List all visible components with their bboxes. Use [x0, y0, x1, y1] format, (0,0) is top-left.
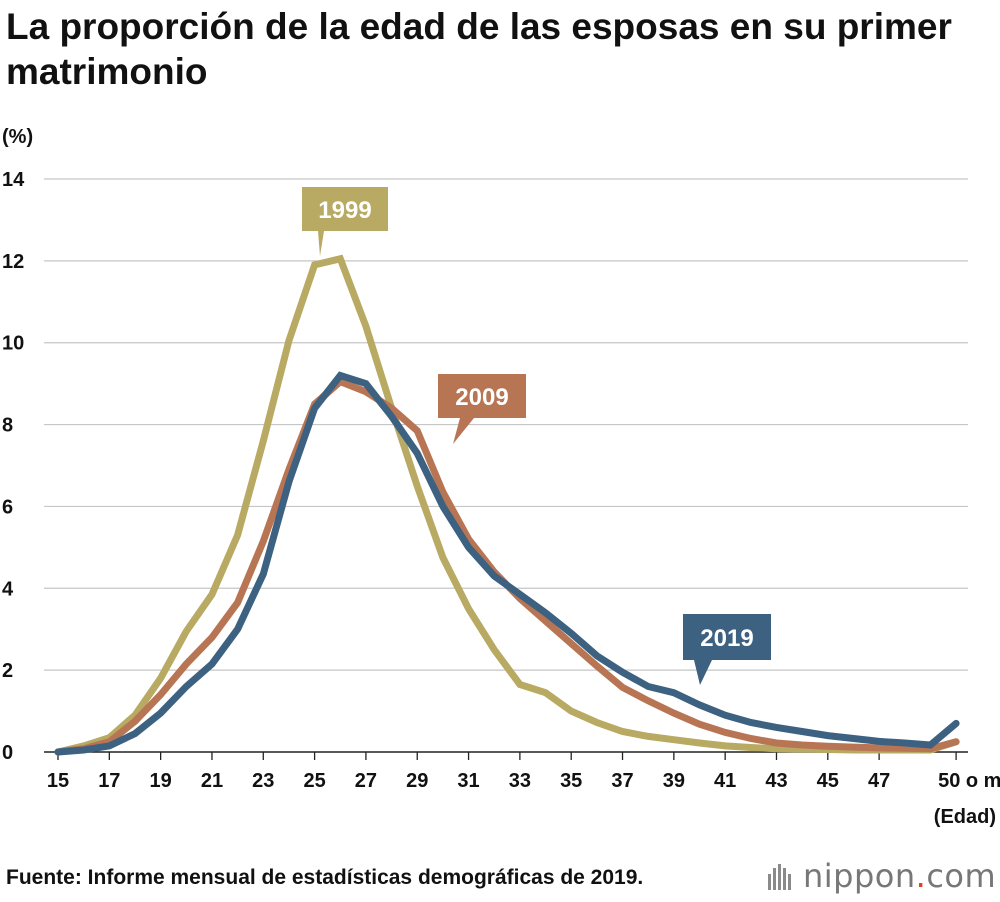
- x-tick-label: 41: [714, 770, 736, 792]
- callout-box: [683, 614, 771, 660]
- x-tick-label: 43: [765, 770, 787, 792]
- y-axis-ticks: 0 2 4 6 8 10 12 14: [2, 169, 25, 764]
- x-tick-label: 19: [150, 770, 172, 792]
- y-axis-label: (%): [2, 126, 33, 148]
- series-lines: [54, 254, 960, 756]
- nippon-logo: nippon.com: [768, 857, 996, 898]
- grid-lines: [44, 178, 968, 753]
- callout-box: [438, 374, 526, 418]
- x-tick-label: 35: [560, 770, 582, 792]
- callout-box: [302, 187, 388, 231]
- x-axis-ticks: 15 17 19 21 23 25 27 29 31 33 35 37 39 41 43 45 47 50 o m…: [47, 752, 1000, 792]
- series-callouts: 1999 2009 2019: [302, 187, 771, 685]
- x-tick-label: 33: [509, 770, 531, 792]
- logo-tld: com: [926, 857, 997, 895]
- x-tick-label: 50 o más: [938, 770, 1000, 792]
- y-tick-label: 2: [2, 660, 13, 682]
- callout-2009: 2009: [438, 374, 526, 444]
- y-tick-label: 8: [2, 415, 13, 437]
- callout-pointer: [318, 231, 324, 256]
- x-tick-label: 47: [868, 770, 890, 792]
- x-tick-label: 23: [252, 770, 274, 792]
- series-line-2009: [54, 377, 960, 756]
- callout-label: 1999: [318, 197, 371, 224]
- x-tick-label: 31: [457, 770, 479, 792]
- chart-title: La proporción de la edad de las esposas …: [6, 6, 952, 92]
- callout-label: 2009: [455, 384, 508, 411]
- series-line-1999: [54, 254, 960, 756]
- x-tick-label: 17: [98, 770, 120, 792]
- x-tick-label: 39: [663, 770, 685, 792]
- x-tick-label: 27: [355, 770, 377, 792]
- y-tick-label: 12: [2, 251, 24, 273]
- x-tick-label: 15: [47, 770, 69, 792]
- source-note: Fuente: Informe mensual de estadísticas …: [6, 866, 644, 889]
- logo-dot: .: [915, 857, 927, 895]
- y-tick-label: 4: [2, 578, 14, 600]
- y-tick-label: 0: [2, 742, 13, 764]
- callout-2019: 2019: [683, 614, 771, 685]
- x-tick-label: 45: [817, 770, 839, 792]
- callout-pointer: [694, 660, 712, 685]
- x-tick-label: 37: [611, 770, 633, 792]
- y-tick-label: 10: [2, 333, 24, 355]
- callout-1999: 1999: [302, 187, 388, 256]
- logo-name: nippon: [803, 857, 916, 895]
- callout-pointer: [453, 418, 474, 444]
- series-line-2019: [54, 371, 960, 756]
- y-tick-label: 14: [2, 169, 25, 191]
- logo-bars-icon: [768, 860, 793, 898]
- x-tick-label: 25: [303, 770, 325, 792]
- y-tick-label: 6: [2, 496, 13, 518]
- callout-label: 2019: [700, 625, 753, 652]
- x-axis-label: (Edad): [934, 806, 996, 828]
- x-tick-label: 29: [406, 770, 428, 792]
- x-tick-label: 21: [201, 770, 223, 792]
